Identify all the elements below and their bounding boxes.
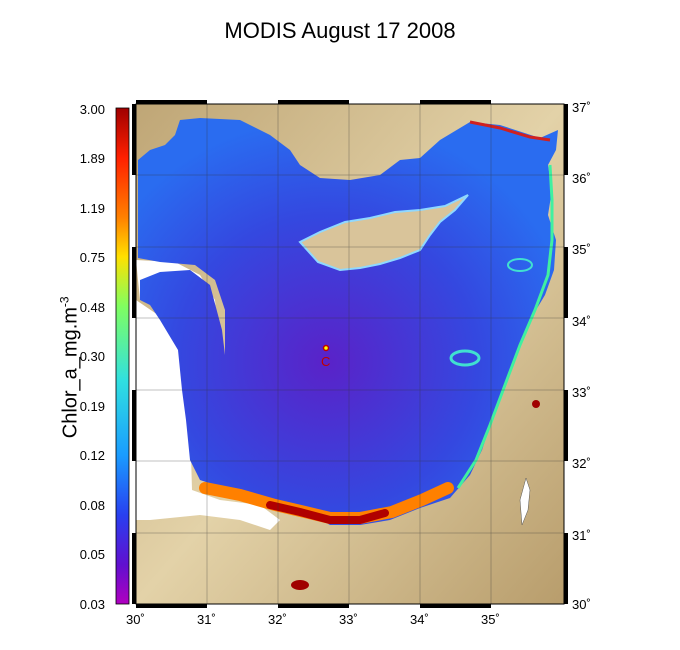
colorbar-tick: 0.75: [79, 250, 105, 265]
dead-sea-inset: [532, 400, 540, 408]
eddy: [507, 258, 533, 272]
map-title: MODIS August 17 2008: [224, 18, 456, 43]
lon-tick: 32˚: [268, 612, 287, 627]
lat-tick: 34˚: [572, 314, 591, 329]
graticule: [136, 104, 564, 604]
coast-turkey-bloom: [469, 120, 551, 142]
lat-tick: 33˚: [572, 385, 591, 400]
colorbar-tick: 0.03: [79, 597, 105, 612]
lat-tick: 35˚: [572, 242, 591, 257]
coastal-bloom-core: [266, 501, 389, 524]
lon-tick: 34˚: [410, 612, 429, 627]
eddy: [449, 349, 481, 367]
cyprus-island: [298, 194, 469, 272]
colorbar-tick: 0.08: [79, 498, 105, 513]
coast-levant-edge: [456, 164, 554, 489]
colorbar-tick: 3.00: [79, 102, 105, 117]
colorbar-tick: 0.30: [79, 349, 105, 364]
colorbar-tick: 0.12: [79, 448, 105, 463]
lon-tick: 31˚: [197, 612, 216, 627]
colorbar-tick: 0.48: [79, 300, 105, 315]
station-marker: [322, 344, 330, 352]
lat-tick: 31˚: [572, 528, 591, 543]
lon-tick: 35˚: [481, 612, 500, 627]
colorbar-tick: 0.05: [79, 547, 105, 562]
sea-area: [138, 118, 558, 525]
dead-sea-nodata: [519, 477, 531, 526]
colorbar-tick: 1.19: [79, 201, 105, 216]
lat-tick: 36˚: [572, 171, 591, 186]
frame-ticks: [132, 100, 568, 608]
lon-tick: 33˚: [339, 612, 358, 627]
lon-tick: 30˚: [126, 612, 145, 627]
lake-bardawil: [291, 580, 309, 590]
station-label: C: [321, 354, 330, 369]
lat-tick: 30˚: [572, 597, 591, 612]
lat-tick: 32˚: [572, 456, 591, 471]
colorbar-tick: 0.19: [79, 399, 105, 414]
map-frame: [135, 103, 565, 605]
lat-tick: 37˚: [572, 100, 591, 115]
colorbar-tick: 1.89: [79, 151, 105, 166]
colorbar: [115, 107, 130, 605]
